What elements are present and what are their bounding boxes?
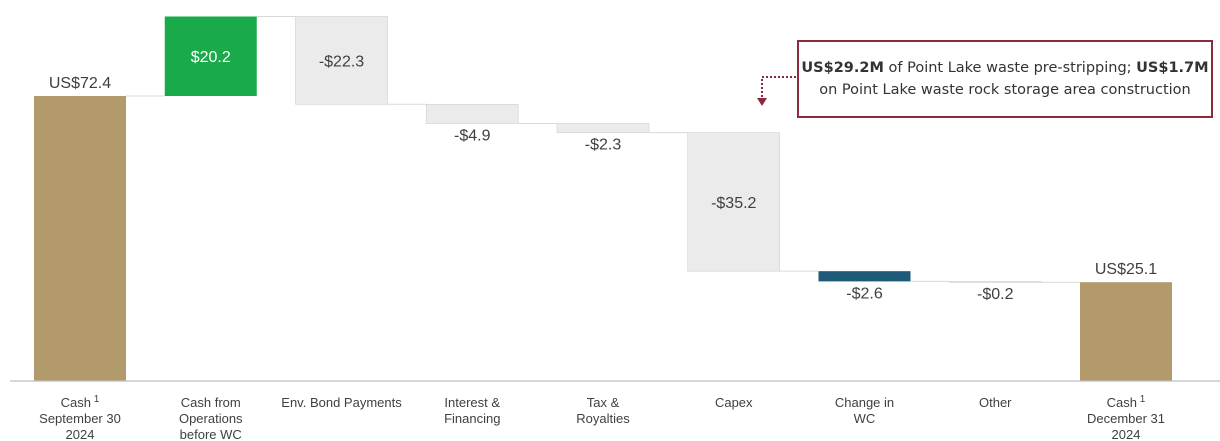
category-label: December 31 bbox=[1087, 411, 1165, 426]
category-label: Cash 1 bbox=[1107, 394, 1146, 410]
callout-text-2: on Point Lake waste rock storage area co… bbox=[819, 82, 1191, 98]
footnote-superscript: 1 bbox=[1137, 394, 1146, 405]
callout-bold-1: US$29.2M bbox=[801, 60, 884, 76]
category-label: Cash 1 bbox=[61, 394, 100, 410]
data-label: -$0.2 bbox=[977, 286, 1014, 303]
bar-1 bbox=[164, 16, 257, 96]
category-label: Royalties bbox=[576, 411, 630, 426]
bar-5 bbox=[687, 132, 781, 272]
category-label: before WC bbox=[180, 427, 242, 441]
category-label: Financing bbox=[444, 411, 500, 426]
category-label: Operations bbox=[179, 411, 243, 426]
callout-pointer-arrow-icon bbox=[757, 98, 767, 106]
bar-6 bbox=[818, 271, 911, 282]
category-label: Interest & bbox=[444, 395, 500, 410]
category-label: WC bbox=[854, 411, 876, 426]
footnote-superscript: 1 bbox=[91, 394, 100, 405]
bar-4 bbox=[556, 123, 650, 133]
category-label: Other bbox=[979, 395, 1012, 410]
category-label: Change in bbox=[835, 395, 894, 410]
data-label: US$72.4 bbox=[49, 75, 111, 92]
callout-text-1: of Point Lake waste pre-stripping; bbox=[883, 60, 1137, 76]
category-label: 2024 bbox=[66, 427, 95, 441]
category-label: 2024 bbox=[1112, 427, 1141, 441]
callout-pointer-line bbox=[761, 76, 796, 98]
callout-bold-2: US$1.7M bbox=[1136, 60, 1209, 76]
callout-text: US$29.2M of Point Lake waste pre-strippi… bbox=[801, 57, 1208, 101]
bar-3 bbox=[425, 103, 519, 124]
bar-7 bbox=[948, 281, 1042, 283]
bar-0 bbox=[34, 96, 126, 381]
data-label: -$35.2 bbox=[711, 195, 756, 212]
capex-callout-box: US$29.2M of Point Lake waste pre-strippi… bbox=[797, 40, 1213, 118]
data-label: -$2.6 bbox=[846, 285, 883, 302]
category-label: Cash from bbox=[181, 395, 241, 410]
category-label: Tax & bbox=[587, 395, 620, 410]
category-label: September 30 bbox=[39, 411, 121, 426]
data-label: -$4.9 bbox=[454, 128, 491, 145]
bar-2 bbox=[295, 16, 388, 105]
data-label: $20.2 bbox=[191, 49, 231, 66]
data-label: -$22.3 bbox=[319, 53, 364, 70]
category-label: Capex bbox=[715, 395, 753, 410]
data-label: US$25.1 bbox=[1095, 261, 1157, 278]
category-label: Env. Bond Payments bbox=[281, 395, 402, 410]
bar-8 bbox=[1080, 282, 1172, 381]
data-label: -$2.3 bbox=[585, 137, 622, 154]
